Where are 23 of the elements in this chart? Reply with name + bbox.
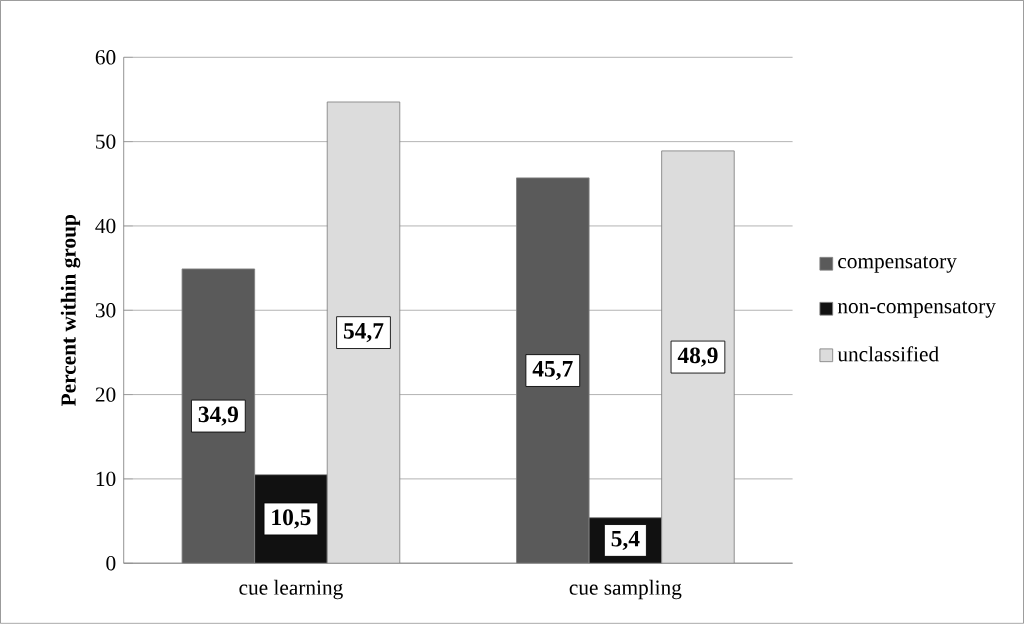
data-label: 34,9 (198, 406, 238, 426)
bar (327, 102, 400, 564)
y-tick-label: 60 (95, 50, 116, 65)
bar (661, 150, 735, 564)
x-tick-label: cue sampling (569, 579, 682, 600)
y-tick-label: 0 (106, 556, 116, 571)
data-label: 54,7 (343, 323, 384, 343)
y-tick-label: 30 (95, 303, 116, 318)
data-label: 45,7 (532, 361, 573, 381)
y-tick-label: 40 (95, 218, 116, 234)
legend-label: non-compensatory (837, 301, 996, 318)
y-axis-title: Percent within group (60, 215, 81, 407)
y-tick-label: 10 (96, 471, 116, 487)
legend-label: unclassified (837, 346, 939, 362)
data-label: 48,9 (677, 347, 718, 367)
bar (182, 269, 255, 564)
legend-label: compensatory (838, 256, 957, 273)
x-tick-label: cue learning (239, 579, 343, 600)
bar (516, 177, 590, 564)
data-label: 5,4 (611, 531, 640, 551)
y-tick-label: 20 (95, 387, 116, 402)
data-label: 10,5 (272, 509, 311, 529)
y-tick-label: 50 (96, 134, 116, 149)
